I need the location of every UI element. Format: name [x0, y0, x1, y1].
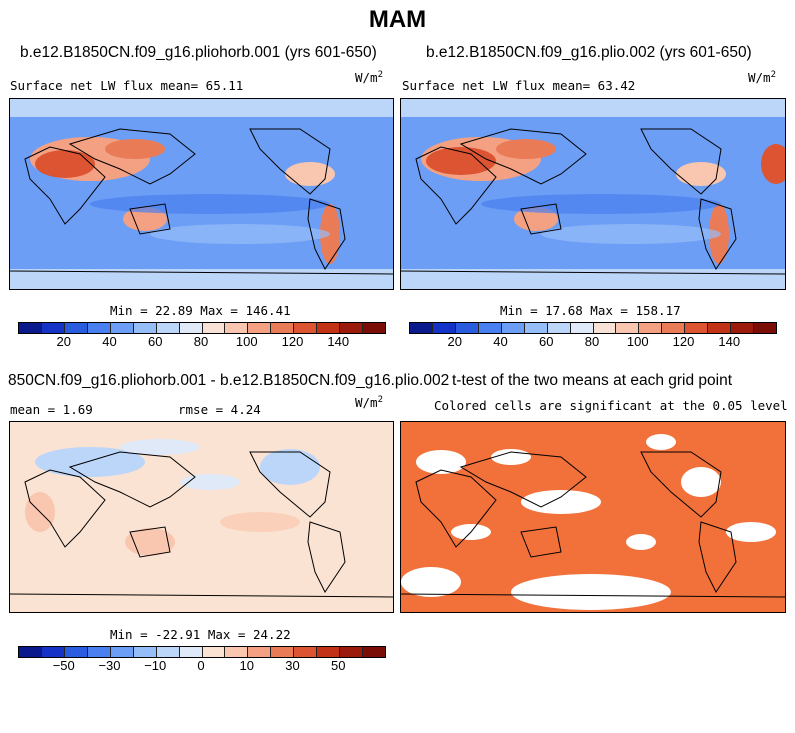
panel1-colorbar-tick-label: 140: [327, 334, 350, 349]
panel1-colorbar-tick-label: 120: [281, 334, 304, 349]
panel3-units: W/m2: [355, 395, 383, 411]
panel3-map: [9, 421, 394, 613]
panel2-colorbar-swatch: [708, 323, 732, 333]
panel1-colorbar-swatch: [225, 323, 249, 333]
panel2-colorbar-tick-label: 140: [718, 334, 741, 349]
panel3-colorbar: [18, 646, 386, 658]
panel3-colorbar-swatch: [179, 647, 203, 657]
panel2-units: W/m2: [748, 70, 776, 86]
panel1-colorbar-swatch: [87, 323, 111, 333]
panel2-colorbar-swatch: [593, 323, 617, 333]
panel3-colorbar-swatch: [248, 647, 272, 657]
panel3-colorbar-tick-label: −10: [144, 658, 167, 673]
panel2-title: b.e12.B1850CN.f09_g16.plio.002 (yrs 601-…: [426, 44, 752, 61]
panel2-minmax: Min = 17.68 Max = 158.17: [500, 303, 681, 318]
panel1-colorbar-swatch: [363, 323, 385, 333]
panel3-colorbar-tick-label: 10: [239, 658, 254, 673]
panel2-colorbar-tick-label: 60: [539, 334, 554, 349]
panel3-colorbar-swatch: [271, 647, 295, 657]
panel2-colorbar-swatch: [754, 323, 776, 333]
panel2-colorbar-tick-label: 120: [672, 334, 695, 349]
panel3-colorbar-swatch: [340, 647, 364, 657]
panel2-colorbar-swatch: [478, 323, 502, 333]
panel3-colorbar-swatch: [294, 647, 318, 657]
panel1-colorbar-tick-label: 60: [148, 334, 163, 349]
panel4-title: t-test of the two means at each grid poi…: [452, 372, 733, 389]
panel2-colorbar-swatch: [547, 323, 571, 333]
panel2-subtitle: Surface net LW flux mean= 63.42: [402, 78, 636, 93]
panel2-colorbar-tick-label: 80: [584, 334, 600, 349]
panel1-colorbar-swatch: [19, 323, 42, 333]
panel2-colorbar-swatch: [662, 323, 686, 333]
panel1-colorbar-swatch: [294, 323, 318, 333]
panel3-colorbar-swatch: [156, 647, 180, 657]
panel2-colorbar: [409, 322, 777, 334]
panel3-colorbar-tick-label: −50: [52, 658, 75, 673]
panel1-map: [9, 98, 394, 290]
panel1-colorbar-swatch: [340, 323, 364, 333]
panel1-colorbar-swatch: [133, 323, 157, 333]
panel1-colorbar-swatch: [202, 323, 226, 333]
panel1-colorbar-tick-label: 100: [235, 334, 258, 349]
panel1-colorbar-swatch: [317, 323, 341, 333]
panel1-subtitle: Surface net LW flux mean= 65.11: [10, 78, 244, 93]
panel1-colorbar-swatch: [110, 323, 134, 333]
panel3-colorbar-swatch: [202, 647, 226, 657]
panel3-colorbar-tick-label: 50: [331, 658, 346, 673]
panel3-rmse: rmse = 4.24: [178, 402, 261, 417]
panel2-map: [400, 98, 786, 290]
panel2-colorbar-tick-label: 100: [626, 334, 649, 349]
panel3-title: 850CN.f09_g16.pliohorb.001 - b.e12.B1850…: [8, 372, 450, 389]
panel1-units: W/m2: [355, 70, 383, 86]
panel3-colorbar-swatch: [19, 647, 42, 657]
panel1-colorbar-swatch: [248, 323, 272, 333]
panel1-colorbar-swatch: [156, 323, 180, 333]
figure-title: MAM: [368, 6, 427, 33]
panel1-colorbar-swatch: [179, 323, 203, 333]
panel1-colorbar: [18, 322, 386, 334]
panel1-colorbar-ticks: 20 40 60 80 100 120 140: [18, 334, 384, 350]
panel1-colorbar-swatch: [41, 323, 65, 333]
panel2-colorbar-ticks: 20 40 60 80 100 120 140: [409, 334, 775, 350]
panel1-colorbar-tick-label: 20: [56, 334, 71, 349]
panel3-colorbar-tick-label: 0: [197, 658, 205, 673]
panel1-title: b.e12.B1850CN.f09_g16.pliohorb.001 (yrs …: [20, 44, 377, 61]
panel4-map: [400, 421, 786, 613]
panel3-colorbar-tick-label: −30: [98, 658, 121, 673]
panel3-colorbar-swatch: [64, 647, 88, 657]
panel4-subtitle: Colored cells are significant at the 0.0…: [434, 398, 788, 413]
panel2-colorbar-tick-label: 20: [447, 334, 462, 349]
panel3-colorbar-swatch: [317, 647, 341, 657]
panel2-colorbar-swatch: [432, 323, 456, 333]
panel3-colorbar-swatch: [41, 647, 65, 657]
panel2-colorbar-swatch: [455, 323, 479, 333]
panel2-colorbar-swatch: [731, 323, 755, 333]
panel3-colorbar-swatch: [133, 647, 157, 657]
panel3-colorbar-ticks: −50 −30 −10 0 10 30 50: [18, 658, 384, 674]
panel1-colorbar-tick-label: 40: [102, 334, 117, 349]
panel2-colorbar-swatch: [501, 323, 525, 333]
panel3-colorbar-swatch: [363, 647, 385, 657]
panel1-colorbar-swatch: [271, 323, 295, 333]
panel3-colorbar-swatch: [225, 647, 249, 657]
panel3-minmax: Min = -22.91 Max = 24.22: [110, 627, 291, 642]
panel2-colorbar-swatch: [410, 323, 433, 333]
panel3-mean: mean = 1.69: [10, 402, 93, 417]
panel3-colorbar-tick-label: 30: [285, 658, 300, 673]
panel2-colorbar-tick-label: 40: [493, 334, 508, 349]
panel2-colorbar-swatch: [570, 323, 594, 333]
panel1-minmax: Min = 22.89 Max = 146.41: [110, 303, 291, 318]
panel2-colorbar-swatch: [616, 323, 640, 333]
panel1-colorbar-swatch: [64, 323, 88, 333]
panel3-colorbar-swatch: [87, 647, 111, 657]
panel2-colorbar-swatch: [639, 323, 663, 333]
panel1-colorbar-tick-label: 80: [193, 334, 209, 349]
panel3-colorbar-swatch: [110, 647, 134, 657]
panel2-colorbar-swatch: [685, 323, 709, 333]
panel2-colorbar-swatch: [524, 323, 548, 333]
